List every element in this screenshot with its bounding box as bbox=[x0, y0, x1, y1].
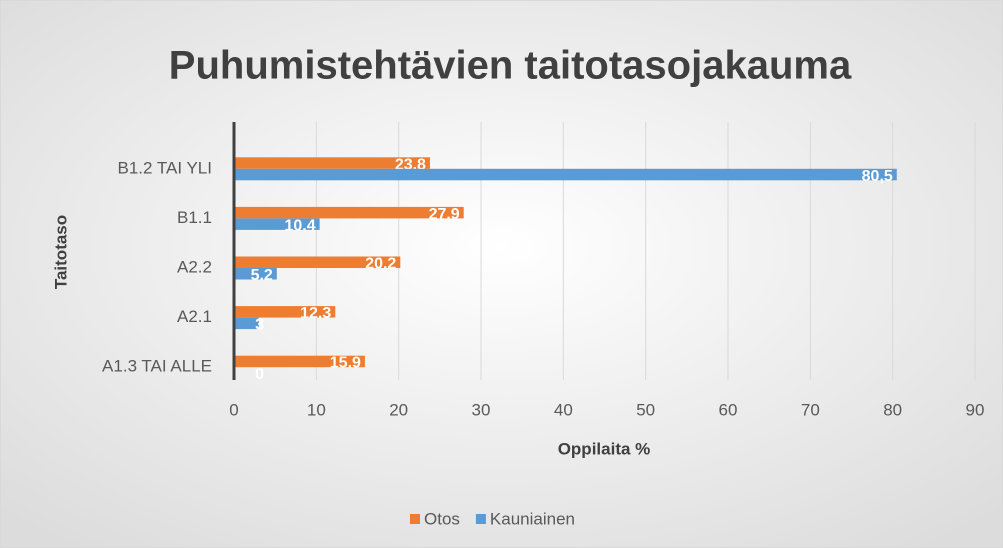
data-label: 5.2 bbox=[251, 267, 273, 284]
legend-swatch bbox=[475, 514, 486, 524]
bar bbox=[234, 256, 401, 268]
bar bbox=[234, 206, 464, 219]
x-tick-label: 40 bbox=[554, 400, 573, 419]
legend-label: Otos bbox=[424, 509, 460, 528]
y-tick-label: B1.1 bbox=[177, 208, 212, 227]
x-tick-label: 60 bbox=[719, 400, 738, 419]
x-tick-label: 90 bbox=[966, 400, 985, 419]
x-tick-label: 20 bbox=[389, 400, 408, 419]
data-label: 15.9 bbox=[330, 355, 361, 372]
bar bbox=[234, 168, 897, 181]
y-axis-title: Taitotaso bbox=[51, 215, 70, 289]
data-label: 0 bbox=[255, 366, 264, 383]
x-tick-label: 30 bbox=[472, 400, 491, 419]
y-tick-label: A2.1 bbox=[177, 307, 212, 326]
bar bbox=[234, 218, 320, 230]
data-label: 27.9 bbox=[429, 206, 460, 223]
x-axis-title: Oppilaita % bbox=[558, 439, 651, 458]
bar bbox=[234, 317, 259, 330]
x-tick-label: 0 bbox=[229, 400, 238, 419]
data-label: 10.4 bbox=[284, 217, 315, 234]
bar bbox=[234, 355, 365, 368]
y-tick-label: A1.3 TAI ALLE bbox=[102, 357, 212, 376]
y-tick-label: B1.2 TAI YLI bbox=[117, 158, 212, 177]
y-tick-label: A2.2 bbox=[177, 257, 212, 276]
data-label: 3 bbox=[255, 317, 264, 334]
data-label: 20.2 bbox=[365, 255, 396, 272]
legend-label: Kauniainen bbox=[490, 509, 575, 528]
data-label: 12.3 bbox=[300, 305, 331, 322]
x-tick-label: 70 bbox=[801, 400, 820, 419]
chart-title: Puhumistehtävien taitotasojakauma bbox=[169, 44, 852, 88]
x-tick-label: 50 bbox=[636, 400, 655, 419]
x-tick-label: 80 bbox=[883, 400, 902, 419]
data-label: 80,5 bbox=[862, 168, 893, 185]
bar bbox=[234, 157, 430, 169]
x-tick-label: 10 bbox=[307, 400, 326, 419]
bar bbox=[234, 306, 336, 318]
legend-swatch bbox=[410, 514, 420, 524]
bar bbox=[234, 268, 277, 280]
